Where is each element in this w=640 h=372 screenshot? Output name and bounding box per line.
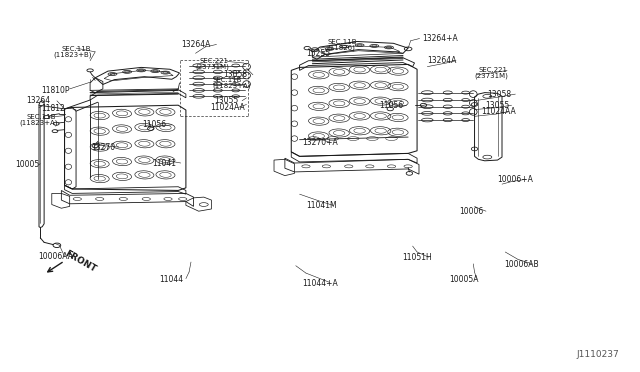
Text: SEC.11B: SEC.11B	[61, 46, 91, 52]
Text: 13264A: 13264A	[180, 40, 210, 49]
Text: 11044+A: 11044+A	[302, 279, 338, 288]
Text: 13055: 13055	[214, 96, 239, 105]
Text: 13270+A: 13270+A	[302, 138, 338, 147]
Text: 11024AA: 11024AA	[210, 103, 245, 112]
Text: 13270: 13270	[92, 142, 115, 151]
Text: 11056: 11056	[379, 101, 403, 110]
Text: 10006AB: 10006AB	[504, 260, 538, 269]
Text: 15255: 15255	[306, 49, 330, 58]
Text: 13055: 13055	[484, 101, 509, 110]
Text: 13058: 13058	[223, 70, 247, 79]
Text: 13264A: 13264A	[428, 56, 457, 65]
Text: SEC.11B: SEC.11B	[26, 114, 56, 120]
Text: SEC.11B: SEC.11B	[328, 39, 357, 45]
Text: 11812: 11812	[41, 104, 65, 113]
Text: (11823+A): (11823+A)	[212, 83, 252, 89]
Text: 10005A: 10005A	[449, 275, 479, 284]
Text: 11056: 11056	[143, 121, 166, 129]
Text: SEC.221: SEC.221	[200, 58, 229, 64]
Text: 10006AA: 10006AA	[38, 252, 73, 261]
Text: 11024AA: 11024AA	[481, 108, 516, 116]
Text: FRONT: FRONT	[63, 249, 98, 275]
Text: (11826): (11826)	[328, 45, 356, 51]
Text: 10006: 10006	[460, 207, 483, 216]
Text: 10005: 10005	[15, 160, 39, 169]
Text: 11041: 11041	[153, 158, 177, 167]
Text: 13264: 13264	[26, 96, 51, 105]
Text: 13264+A: 13264+A	[422, 34, 458, 43]
Text: (11823+A): (11823+A)	[20, 119, 58, 126]
Text: (11823+B): (11823+B)	[54, 51, 92, 58]
Text: SEC.221: SEC.221	[478, 67, 508, 73]
Text: SEC.11B: SEC.11B	[212, 77, 242, 83]
Text: 11051H: 11051H	[402, 253, 431, 262]
Text: 11041M: 11041M	[306, 201, 337, 210]
Text: (23731M): (23731M)	[474, 73, 508, 79]
Text: 13058: 13058	[487, 90, 511, 99]
Text: 10006+A: 10006+A	[497, 175, 533, 184]
Text: 11044: 11044	[159, 275, 183, 284]
Text: (23731M): (23731M)	[195, 64, 229, 70]
Text: J1110237: J1110237	[576, 350, 619, 359]
Text: 11810P: 11810P	[41, 86, 69, 95]
